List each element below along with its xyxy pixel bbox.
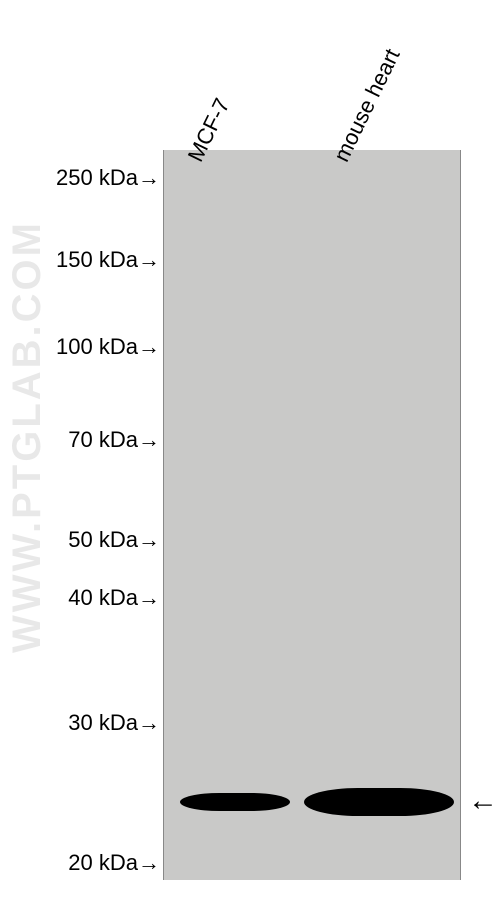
figure-container: MCF-7 mouse heart 250 kDa 150 kDa 100 kD…: [0, 0, 500, 903]
watermark-text: WWW.PTGLAB.COM: [5, 220, 50, 653]
band: [180, 793, 290, 811]
mw-marker: 30 kDa: [0, 712, 160, 734]
blot-membrane: [163, 150, 461, 880]
band-pointer-arrow-icon: ←: [468, 786, 498, 816]
mw-marker: 20 kDa: [0, 852, 160, 874]
mw-marker: 250 kDa: [0, 167, 160, 189]
band: [304, 788, 454, 816]
lane-label: mouse heart: [329, 45, 406, 166]
